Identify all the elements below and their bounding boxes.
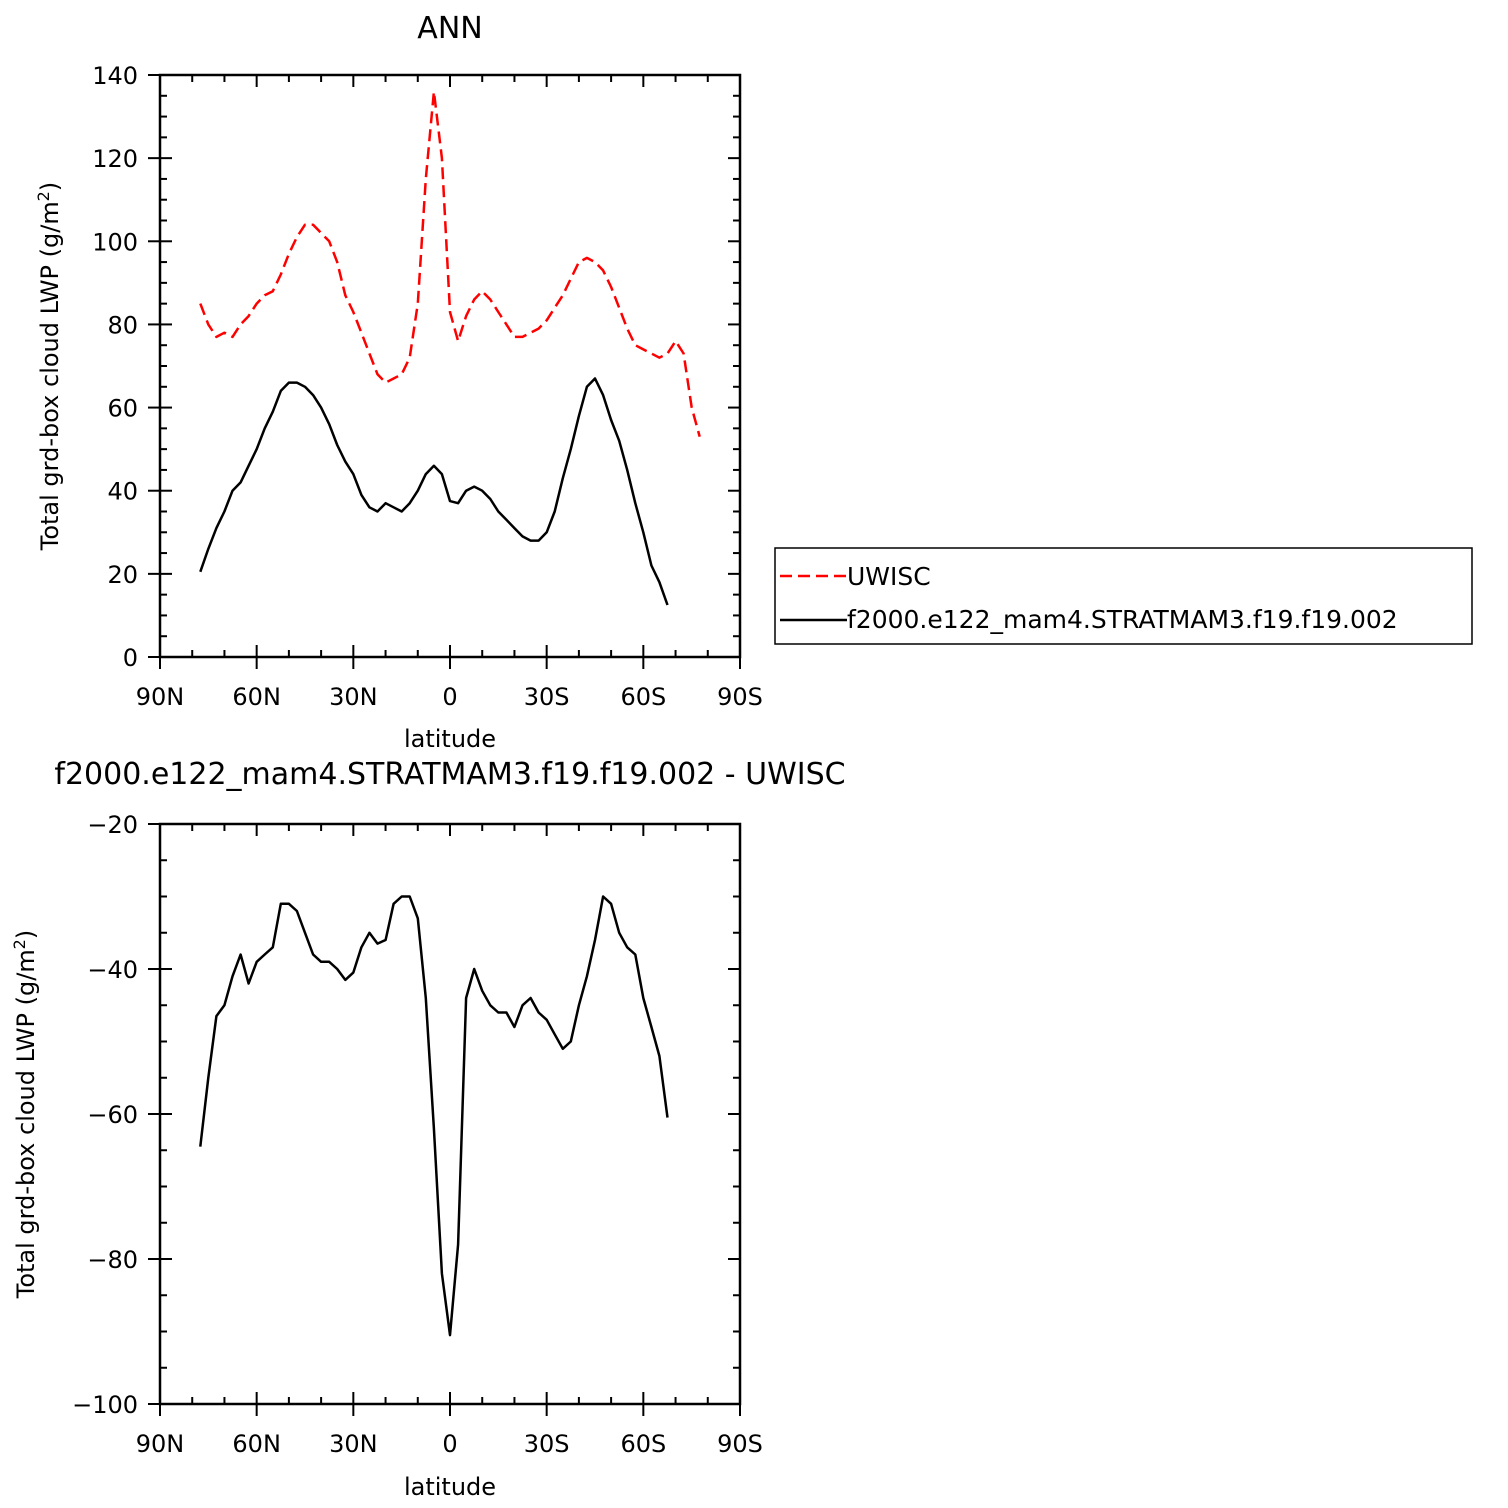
top-panel-series-line-1 (199, 377, 669, 606)
bottom-panel-x-tick-label: 30S (524, 1430, 570, 1458)
top-panel-y-axis-label-end: ) (36, 182, 64, 191)
bottom-panel-x-tick-label: 60S (620, 1430, 666, 1458)
top-panel-x-tick-label: 60N (232, 683, 281, 711)
bottom-panel-series (199, 895, 669, 1337)
top-panel-y-axis-label-main: Total grd-box cloud LWP (g/m (36, 201, 64, 551)
top-panel-y-tick-label: 60 (107, 395, 138, 423)
legend-label-uwisc: UWISC (847, 562, 931, 591)
top-panel-x-tick-label: 30S (524, 683, 570, 711)
top-panel: ANN 90N 60N 30N 0 30S 60S 90S 0 20 40 60 80 100 120 14… (34, 11, 763, 753)
top-panel-x-tick-label: 60S (620, 683, 666, 711)
legend-frame (774, 547, 1473, 645)
bottom-panel-y-tick-label: −20 (87, 811, 138, 839)
bottom-panel-x-tick-label: 60N (232, 1430, 281, 1458)
bottom-panel-y-tick-label: −40 (87, 956, 138, 984)
top-panel-y-tick-label: 0 (123, 644, 138, 672)
bottom-panel-y-axis-label-main: Total grd-box cloud LWP (g/m (12, 949, 40, 1299)
top-panel-x-tick-label: 0 (442, 683, 457, 711)
bottom-panel-x-tick-label: 90N (136, 1430, 185, 1458)
top-panel-y-tick-label: 80 (107, 311, 138, 339)
bottom-panel-y-axis-label-sup: 2 (10, 939, 29, 949)
top-panel-series (199, 90, 701, 606)
top-panel-y-tick-label: 20 (107, 561, 138, 589)
top-panel-y-axis-label: Total grd-box cloud LWP (g/m2) (34, 182, 64, 552)
bottom-panel-y-axis-label-end: ) (12, 930, 40, 939)
top-panel-x-axis-label: latitude (404, 725, 496, 753)
top-panel-series-line-0 (199, 90, 701, 438)
bottom-panel-x-tick-label: 30N (329, 1430, 378, 1458)
top-panel-tick-labels: 90N 60N 30N 0 30S 60S 90S 0 20 40 60 80 100 120 140 (92, 62, 763, 711)
top-panel-x-tick-label: 90N (136, 683, 185, 711)
bottom-panel-y-axis-label: Total grd-box cloud LWP (g/m2) (10, 930, 40, 1300)
bottom-panel-series-line-0 (199, 895, 669, 1337)
bottom-panel-frame (158, 822, 742, 1406)
top-panel-y-tick-label: 120 (92, 145, 138, 173)
bottom-panel-x-tick-label: 0 (442, 1430, 457, 1458)
bottom-panel: f2000.e122_mam4.STRATMAM3.f19.f19.002 - … (10, 757, 846, 1501)
top-panel-x-tick-label: 90S (717, 683, 763, 711)
bottom-panel-y-tick-label: −80 (87, 1246, 138, 1274)
top-panel-y-tick-label: 140 (92, 62, 138, 90)
bottom-panel-ticks (148, 823, 741, 1416)
top-panel-y-tick-label: 100 (92, 228, 138, 256)
bottom-panel-x-tick-label: 90S (717, 1430, 763, 1458)
bottom-panel-y-tick-label: −60 (87, 1101, 138, 1129)
top-panel-title: ANN (417, 11, 482, 46)
bottom-panel-x-axis-label: latitude (404, 1473, 496, 1501)
bottom-panel-y-tick-label: −100 (72, 1391, 138, 1419)
top-panel-ticks (148, 74, 741, 669)
top-panel-x-tick-label: 30N (329, 683, 378, 711)
legend: UWISC f2000.e122_mam4.STRATMAM3.f19.f19.… (774, 547, 1473, 645)
top-panel-y-axis-label-sup: 2 (34, 191, 53, 201)
bottom-panel-title: f2000.e122_mam4.STRATMAM3.f19.f19.002 - … (54, 757, 845, 792)
legend-label-model: f2000.e122_mam4.STRATMAM3.f19.f19.002 (847, 605, 1398, 634)
top-panel-y-tick-label: 40 (107, 478, 138, 506)
bottom-panel-tick-labels: 90N 60N 30N 0 30S 60S 90S −100 −80 −60 −40 −20 (72, 811, 763, 1458)
